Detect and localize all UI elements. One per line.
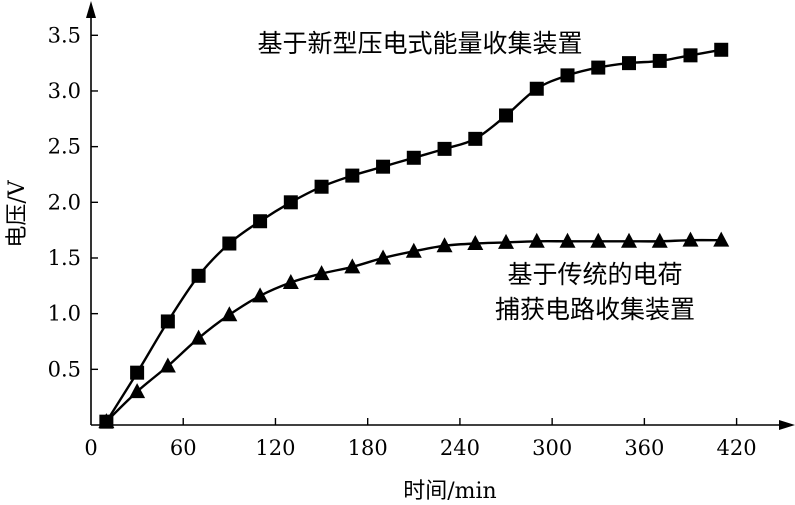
axes [86, 1, 795, 430]
triangle-marker [467, 235, 484, 251]
annotation-traditional-line-1: 基于传统的电荷 [507, 260, 682, 289]
y-axis-arrow [86, 1, 96, 18]
square-marker [191, 268, 206, 283]
y-tick-label: 3.0 [48, 79, 81, 103]
triangle-marker [405, 242, 422, 258]
x-axis-title: 时间/min [403, 479, 496, 504]
x-tick-label: 0 [84, 436, 97, 460]
square-marker [499, 108, 514, 123]
triangle-marker [682, 231, 699, 247]
square-marker [376, 159, 391, 174]
square-marker [591, 60, 606, 75]
square-marker [437, 141, 452, 156]
square-marker [345, 168, 360, 183]
triangle-marker [159, 357, 176, 373]
square-marker [222, 236, 237, 251]
triangle-marker [282, 273, 299, 289]
square-marker [683, 48, 698, 63]
y-tick-label: 0.5 [48, 357, 81, 381]
square-marker [622, 56, 636, 71]
triangle-marker [375, 249, 392, 265]
x-tick-label: 420 [717, 436, 757, 460]
square-marker [160, 314, 175, 329]
triangle-marker [221, 306, 238, 322]
annotation-traditional-line-2: 捕获电路收集装置 [495, 295, 695, 324]
triangle-marker [621, 232, 637, 248]
square-marker [714, 42, 729, 57]
square-marker [283, 195, 298, 210]
triangle-marker [313, 265, 330, 281]
triangle-marker [129, 383, 146, 399]
x-tick-label: 60 [170, 436, 197, 460]
triangle-marker [559, 232, 576, 248]
triangle-marker [98, 413, 115, 429]
square-marker [406, 150, 421, 165]
triangle-marker [590, 232, 607, 248]
x-tick-label: 300 [532, 436, 572, 460]
square-marker [652, 53, 667, 68]
square-marker [314, 179, 329, 194]
square-marker [130, 365, 145, 380]
x-tick-label: 240 [440, 436, 480, 460]
triangle-marker [651, 232, 668, 248]
ticks: 0 60 120 180 240 300 360 420 0.5 1.0 1.5 2.0 2.5 3.0 3… [48, 23, 757, 460]
y-tick-label: 2.0 [48, 190, 81, 214]
triangle-marker [344, 258, 361, 274]
square-marker [253, 214, 268, 229]
square-marker [529, 81, 544, 96]
y-tick-label: 1.0 [48, 302, 81, 326]
y-tick-label: 2.5 [48, 135, 81, 159]
x-tick-label: 360 [624, 436, 664, 460]
triangle-marker [436, 237, 453, 253]
y-tick-label: 3.5 [48, 23, 81, 47]
y-axis-title: 电压/V [5, 179, 30, 247]
x-tick-label: 180 [348, 436, 388, 460]
triangle-marker [528, 232, 545, 248]
annotation-new-device: 基于新型压电式能量收集装置 [257, 29, 582, 58]
series-markers [98, 42, 730, 429]
triangle-marker [190, 329, 207, 345]
triangle-marker [713, 231, 730, 247]
x-tick-label: 120 [255, 436, 295, 460]
y-tick-label: 1.5 [48, 246, 81, 270]
triangle-marker [498, 233, 515, 249]
triangle-marker [252, 287, 269, 303]
square-marker [560, 68, 575, 83]
square-marker [468, 131, 483, 146]
x-axis-arrow [779, 420, 795, 430]
